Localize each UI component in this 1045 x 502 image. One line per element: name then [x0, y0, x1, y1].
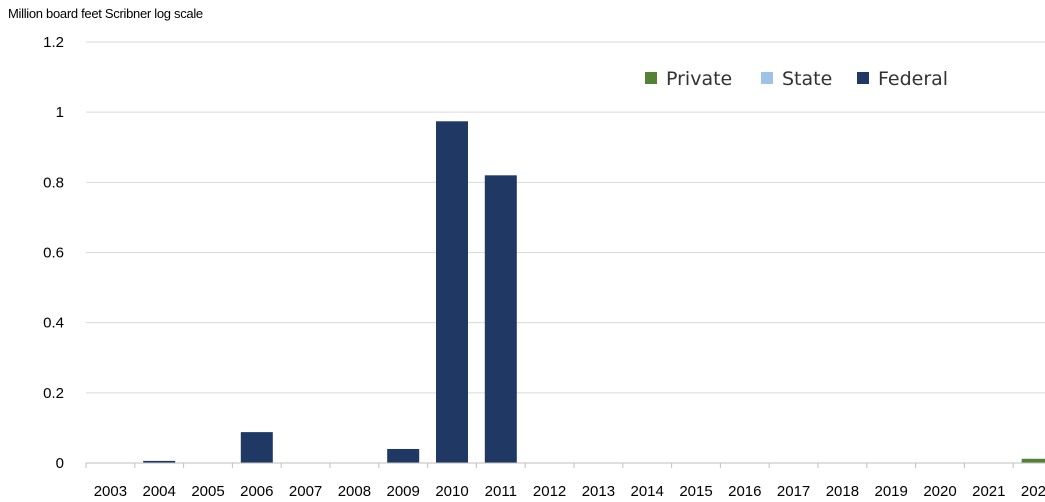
y-tick-label: 1 [56, 104, 64, 121]
y-tick-labels: 0 0.2 0.4 0.6 0.8 1 1.2 [43, 34, 64, 472]
x-tick-labels: 2003 2004 2005 2006 2007 2008 2009 2010 2011 2012… [94, 483, 1045, 500]
x-axis [85, 462, 1045, 468]
x-tick-label: 2021 [972, 483, 1005, 500]
x-tick-label: 2014 [631, 483, 664, 500]
bar-federal-2009 [387, 448, 420, 463]
gridlines [86, 41, 1045, 394]
x-tick-label: 2003 [94, 483, 127, 500]
x-tick-label: 2005 [191, 483, 224, 500]
y-tick-label: 1.2 [43, 34, 64, 51]
bar-federal-2011 [484, 175, 517, 464]
y-tick-label: 0.6 [43, 245, 64, 262]
legend: Private State Federal [645, 68, 948, 90]
legend-swatch-federal [857, 72, 869, 84]
x-tick-label: 2004 [143, 483, 176, 500]
x-tick-label: 2006 [240, 483, 273, 500]
x-tick-label: 2017 [777, 483, 810, 500]
bars [143, 121, 1045, 464]
x-tick-label: 2010 [435, 483, 468, 500]
x-tick-label: 2015 [679, 483, 712, 500]
x-tick-label: 2022 [1021, 483, 1045, 500]
x-tick-label: 2018 [826, 483, 859, 500]
legend-swatch-private [645, 72, 657, 84]
x-tick-label: 2019 [875, 483, 908, 500]
bar-federal-2010 [436, 121, 468, 463]
y-tick-label: 0.2 [43, 385, 64, 402]
x-tick-label: 2016 [728, 483, 761, 500]
x-tick-label: 2007 [289, 483, 322, 500]
x-tick-label: 2012 [533, 483, 566, 500]
x-tick-label: 2011 [485, 483, 517, 500]
x-tick-label: 2009 [387, 483, 420, 500]
legend-label-state: State [782, 68, 832, 90]
bar-federal-2006 [240, 432, 273, 463]
y-tick-label: 0.8 [43, 174, 64, 191]
legend-label-federal: Federal [878, 68, 948, 90]
bar-federal-2004 [143, 460, 176, 463]
x-tick-label: 2020 [923, 483, 956, 500]
y-axis-label: Million board feet Scribner log scale [8, 6, 203, 21]
y-tick-label: 0.4 [43, 315, 64, 332]
legend-label-private: Private [666, 68, 732, 90]
legend-swatch-state [761, 72, 773, 84]
y-tick-label: 0 [56, 455, 64, 472]
x-tick-label: 2008 [338, 483, 371, 500]
x-tick-label: 2013 [582, 483, 615, 500]
bar-private-2022 [1021, 458, 1045, 463]
